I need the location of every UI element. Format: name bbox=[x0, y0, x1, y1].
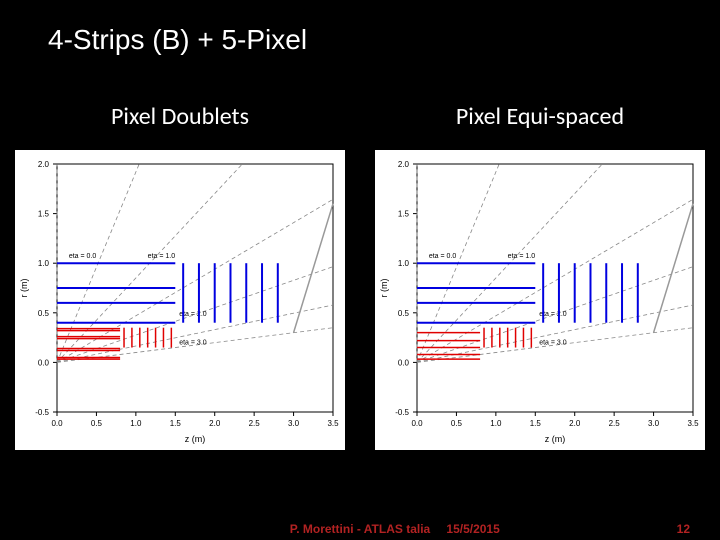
svg-text:1.0: 1.0 bbox=[130, 419, 142, 428]
svg-text:0.5: 0.5 bbox=[398, 309, 410, 318]
svg-text:eta = 1.0: eta = 1.0 bbox=[508, 253, 536, 260]
charts-row: 0.00.51.01.52.02.53.03.5-0.50.00.51.01.5… bbox=[0, 150, 720, 450]
svg-text:1.5: 1.5 bbox=[38, 210, 50, 219]
svg-text:z (m): z (m) bbox=[545, 434, 566, 444]
chart-svg: 0.00.51.01.52.02.53.03.5-0.50.00.51.01.5… bbox=[15, 150, 345, 450]
svg-text:2.5: 2.5 bbox=[249, 419, 261, 428]
svg-text:1.5: 1.5 bbox=[530, 419, 542, 428]
svg-text:r (m): r (m) bbox=[379, 279, 389, 298]
svg-text:-0.5: -0.5 bbox=[395, 408, 409, 417]
right-panel-label: Pixel Equi-spaced bbox=[360, 102, 720, 131]
svg-text:3.5: 3.5 bbox=[687, 419, 699, 428]
svg-text:3.0: 3.0 bbox=[288, 419, 300, 428]
svg-text:2.5: 2.5 bbox=[609, 419, 621, 428]
svg-text:0.5: 0.5 bbox=[38, 309, 50, 318]
chart-svg: 0.00.51.01.52.02.53.03.5-0.50.00.51.01.5… bbox=[375, 150, 705, 450]
svg-text:eta = 3.0: eta = 3.0 bbox=[539, 340, 567, 347]
svg-text:2.0: 2.0 bbox=[569, 419, 581, 428]
left-chart: 0.00.51.01.52.02.53.03.5-0.50.00.51.01.5… bbox=[15, 150, 345, 450]
svg-text:0.0: 0.0 bbox=[51, 419, 63, 428]
svg-text:3.0: 3.0 bbox=[648, 419, 660, 428]
svg-text:0.5: 0.5 bbox=[91, 419, 103, 428]
svg-text:3.5: 3.5 bbox=[327, 419, 339, 428]
svg-text:1.5: 1.5 bbox=[170, 419, 182, 428]
slide: 4-Strips (B) + 5-Pixel Pixel Doublets Pi… bbox=[0, 0, 720, 540]
footer-page: 12 bbox=[677, 522, 690, 536]
svg-text:0.0: 0.0 bbox=[38, 358, 50, 367]
svg-text:1.0: 1.0 bbox=[398, 259, 410, 268]
svg-text:r (m): r (m) bbox=[19, 279, 29, 298]
svg-text:eta = 0.0: eta = 0.0 bbox=[69, 253, 97, 260]
svg-text:1.0: 1.0 bbox=[490, 419, 502, 428]
svg-text:eta = 3.0: eta = 3.0 bbox=[179, 340, 207, 347]
svg-text:2.0: 2.0 bbox=[38, 160, 50, 169]
left-panel-label: Pixel Doublets bbox=[0, 102, 360, 131]
svg-text:2.0: 2.0 bbox=[398, 160, 410, 169]
svg-text:1.5: 1.5 bbox=[398, 210, 410, 219]
footer-date: 15/5/2015 bbox=[446, 522, 499, 536]
svg-text:1.0: 1.0 bbox=[38, 259, 50, 268]
svg-text:0.0: 0.0 bbox=[398, 358, 410, 367]
svg-text:z (m): z (m) bbox=[185, 434, 206, 444]
svg-text:-0.5: -0.5 bbox=[35, 408, 49, 417]
slide-title: 4-Strips (B) + 5-Pixel bbox=[48, 24, 307, 56]
svg-text:eta = 0.0: eta = 0.0 bbox=[429, 253, 457, 260]
svg-text:eta = 1.0: eta = 1.0 bbox=[148, 253, 176, 260]
panel-labels: Pixel Doublets Pixel Equi-spaced bbox=[0, 102, 720, 131]
svg-text:0.0: 0.0 bbox=[411, 419, 423, 428]
footer-author: P. Morettini - ATLAS talia bbox=[290, 522, 430, 536]
right-chart: 0.00.51.01.52.02.53.03.5-0.50.00.51.01.5… bbox=[375, 150, 705, 450]
svg-text:2.0: 2.0 bbox=[209, 419, 221, 428]
svg-text:0.5: 0.5 bbox=[451, 419, 463, 428]
